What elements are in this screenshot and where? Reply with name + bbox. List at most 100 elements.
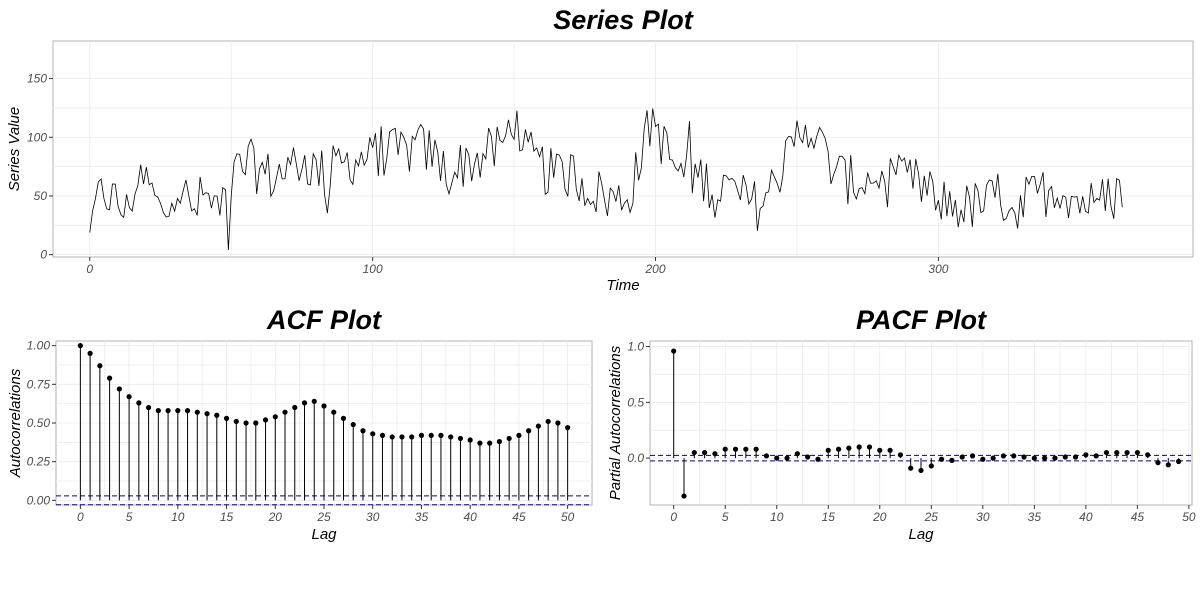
acf-point (253, 420, 259, 426)
acf-point (340, 415, 347, 421)
pacf-point (908, 465, 914, 471)
series-x-tick-label: 100 (363, 262, 383, 276)
pacf-plot-panel: 0 5 10 15 20 25 30 35 40 45 500.00.51.0 PACF Plot … (607, 305, 1196, 543)
pacf-x-tick-label: 45 (1131, 510, 1145, 524)
acf-point (409, 434, 415, 440)
acf-point (418, 432, 425, 438)
pacf-point (1176, 458, 1182, 465)
series-y-tick-label: 50 (34, 189, 48, 203)
pacf-point (1103, 449, 1110, 456)
series-plot-panel: 0 100 200 300 0 50 100 150 Series Plot Time Ser… (6, 5, 1194, 294)
pacf-point (918, 467, 924, 474)
acf-plot-panel: 0 5 10 15 20 25 30 35 40 45 50 0.00 0.25 0.50 0.75 1.00… (7, 305, 593, 543)
acf-point (535, 423, 542, 429)
pacf-point (1114, 449, 1120, 456)
acf-point (311, 398, 317, 404)
pacf-y-tick-label: 1.0 (627, 340, 644, 354)
acf-plot-y-axis-label: Autocorrelations (7, 368, 24, 478)
pacf-point (887, 447, 893, 453)
series-y-tick-label: 150 (27, 72, 47, 86)
pacf-x-tick-label: 25 (924, 510, 939, 524)
acf-x-tick-label: 25 (316, 510, 331, 524)
acf-point (360, 428, 366, 434)
pacf-point (1062, 454, 1068, 460)
acf-point (204, 411, 210, 417)
pacf-point (990, 455, 996, 461)
pacf-point (1021, 454, 1027, 460)
acf-point (350, 421, 356, 428)
acf-plot-ticks: 0 5 10 15 20 25 30 35 40 45 50 0.00 0.25 0.50 0.75 1.00 (27, 339, 575, 524)
acf-point (301, 400, 308, 406)
acf-x-tick-label: 50 (561, 510, 575, 524)
acf-point (184, 408, 191, 414)
acf-point (77, 343, 83, 349)
acf-point (496, 438, 503, 445)
pacf-point (691, 449, 697, 456)
acf-point (399, 434, 405, 440)
acf-y-tick-label: 0.25 (27, 455, 51, 469)
acf-point (379, 432, 386, 438)
pacf-point (1134, 449, 1140, 456)
pacf-plot-title: PACF Plot (856, 305, 987, 335)
pacf-x-tick-label: 0 (670, 510, 677, 524)
acf-point (136, 400, 142, 406)
pacf-point (753, 446, 759, 452)
pacf-point (1165, 462, 1171, 468)
pacf-point (1083, 452, 1089, 458)
acf-x-tick-label: 35 (415, 510, 429, 524)
acf-point (331, 409, 337, 415)
acf-point (555, 420, 561, 426)
acf-point (155, 408, 161, 414)
acf-point (116, 386, 122, 392)
acf-x-tick-label: 45 (512, 510, 526, 524)
acf-point (428, 432, 434, 438)
pacf-point (897, 452, 903, 458)
pacf-point (1042, 455, 1048, 461)
pacf-x-tick-label: 30 (976, 510, 990, 524)
series-plot-title: Series Plot (553, 5, 694, 35)
pacf-point (784, 455, 790, 461)
acf-point (389, 434, 395, 440)
pacf-y-tick-label: 0.0 (627, 451, 644, 465)
series-x-tick-label: 200 (645, 262, 666, 276)
series-plot-y-axis-label: Series Value (6, 107, 23, 192)
pacf-point (877, 447, 883, 453)
acf-point (370, 431, 376, 437)
pacf-point (846, 445, 852, 451)
acf-point (97, 363, 103, 369)
acf-y-tick-label: 1.00 (27, 339, 51, 353)
pacf-point (1145, 452, 1151, 458)
acf-point (194, 409, 200, 415)
pacf-point (1072, 454, 1079, 460)
acf-x-tick-label: 0 (77, 510, 84, 524)
pacf-point (1000, 453, 1007, 459)
pacf-point (763, 453, 770, 459)
pacf-plot-frame (649, 340, 1193, 506)
pacf-point (928, 463, 934, 469)
acf-point (107, 375, 113, 381)
series-plot-gridlines (53, 41, 1193, 257)
acf-point (321, 403, 327, 409)
pacf-plot-y-axis-label: Partial Autocorrelations (607, 345, 624, 500)
pacf-point (681, 493, 687, 499)
series-y-tick-label: 0 (40, 248, 47, 262)
pacf-point (1124, 449, 1130, 456)
pacf-x-tick-label: 50 (1182, 510, 1196, 524)
pacf-point (939, 456, 945, 462)
acf-point (545, 418, 551, 425)
acf-x-tick-label: 40 (464, 510, 478, 524)
pacf-point (980, 456, 986, 462)
acf-point (438, 432, 444, 438)
acf-point (233, 418, 239, 425)
pacf-point (732, 446, 739, 452)
acf-point (477, 440, 483, 446)
acf-plot-title: ACF Plot (266, 305, 382, 335)
acf-point (272, 414, 278, 420)
acf-point (565, 425, 571, 431)
acf-point (526, 428, 532, 434)
pacf-point (671, 348, 677, 354)
series-plot-frame (52, 40, 1194, 258)
pacf-x-tick-label: 5 (722, 510, 729, 524)
acf-point (292, 404, 298, 411)
